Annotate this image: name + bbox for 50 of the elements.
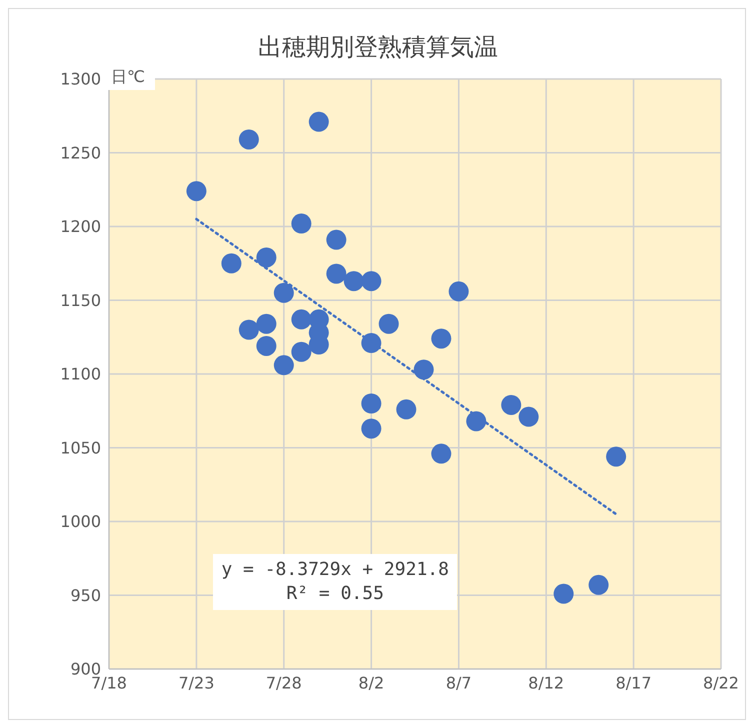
point [501,394,522,415]
point [238,320,259,340]
y-tick-label: 1100 [60,364,101,384]
point [361,271,382,292]
point [238,129,259,150]
point [396,399,416,420]
point [291,342,312,362]
x-tick-label: 8/7 [446,673,472,692]
y-tick-label: 1300 [60,70,101,89]
point [588,574,609,595]
y-tick-label: 1150 [60,290,101,310]
point [554,584,574,604]
chart-title: 出穂期別登熟積算気温 [257,32,499,63]
point [361,394,382,414]
point [518,406,539,427]
point [431,444,452,464]
y-tick-label: 1250 [60,143,101,162]
y-tick-label: 1000 [60,512,101,532]
x-tick-label: 7/23 [178,673,214,692]
point [274,282,294,303]
x-tick-label: 8/22 [703,673,739,692]
point [448,281,469,302]
point [256,314,276,334]
point [326,230,346,250]
annotation: R² = 0.55 [285,582,385,606]
y-tick-label: 1050 [60,438,101,458]
point [431,328,452,349]
point [414,360,434,380]
point [326,264,346,284]
y-axis-title: 日℃ [101,65,155,90]
point [256,247,276,268]
annotation: y = -8.3729x + 2921.8 [221,558,449,582]
point [291,309,312,330]
point [291,214,312,234]
x-tick-label: 8/17 [616,673,652,692]
point [256,336,276,356]
point [378,314,399,334]
point [361,418,382,439]
y-tick-label: 950 [70,586,101,605]
point [308,112,329,132]
x-tick-label: 8/2 [358,673,384,692]
point [344,271,364,292]
y-tick-label: 1200 [60,217,101,236]
point [274,355,294,376]
point [466,411,486,432]
x-tick-label: 7/28 [266,673,302,692]
point [221,253,242,274]
point [606,446,626,467]
x-tick-label: 8/12 [528,673,564,692]
point [186,181,206,202]
